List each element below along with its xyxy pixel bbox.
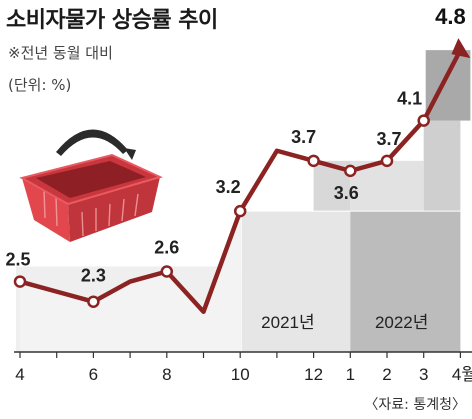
- data-label: 3.7: [376, 129, 401, 149]
- area-band-2021: [240, 211, 351, 352]
- data-label: 3.2: [216, 177, 241, 197]
- data-point: [344, 164, 357, 178]
- x-tick-label: 6: [89, 365, 98, 384]
- arrow-head: [451, 38, 471, 59]
- data-point: [160, 265, 174, 278]
- data-labels: 2.5 2.3 2.6 3.2 3.7 3.6 3.7 4.1 4.8: [5, 4, 465, 286]
- data-point: [87, 295, 100, 308]
- data-point: [307, 154, 320, 168]
- x-tick-label: 3: [419, 365, 428, 384]
- x-tick-label: 1: [346, 365, 355, 384]
- data-point: [380, 154, 394, 168]
- chart-note: ※전년 동월 대비: [8, 44, 113, 62]
- x-tick-label: 12: [304, 365, 323, 384]
- x-tick-label: 4월: [452, 365, 472, 384]
- chart-unit: (단위: %): [8, 76, 72, 94]
- data-point: [417, 114, 430, 127]
- data-points: [13, 114, 430, 308]
- year-label-2021: 2021년: [261, 313, 314, 332]
- source-label: 〈자료: 통계청〉: [364, 397, 466, 413]
- area-band-2022: [350, 211, 461, 352]
- data-label: 2.3: [81, 266, 106, 286]
- area-step-top: [425, 50, 471, 121]
- x-tick-label: 10: [231, 365, 250, 384]
- x-tick-label: 2: [382, 365, 391, 384]
- data-point: [233, 204, 247, 218]
- data-point: [13, 275, 27, 288]
- data-label: 2.5: [5, 250, 30, 270]
- data-label: 3.6: [334, 183, 359, 203]
- area-step: [423, 120, 461, 212]
- chart-title: 소비자물가 상승률 추이: [6, 8, 218, 33]
- data-label: 4.1: [397, 89, 422, 109]
- data-label: 4.8: [435, 4, 466, 29]
- year-label-2022: 2022년: [375, 313, 428, 332]
- x-tick-label: 8: [162, 365, 171, 384]
- data-label: 2.6: [154, 238, 179, 258]
- data-label: 3.7: [291, 127, 316, 147]
- x-tick-label: 4: [15, 365, 24, 384]
- shopping-basket-icon: [19, 129, 163, 242]
